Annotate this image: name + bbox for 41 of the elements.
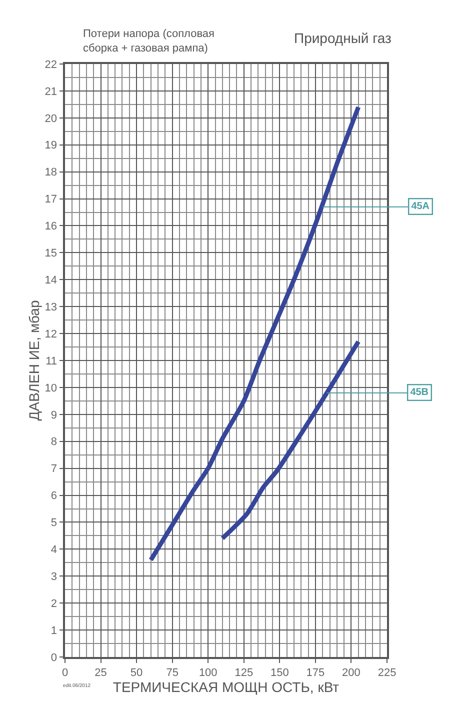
- line-series: [148, 104, 361, 562]
- line-series: [220, 339, 361, 541]
- x-tick-label: 225: [378, 666, 396, 679]
- x-tick-label: 50: [130, 666, 143, 679]
- y-tick-label: 13: [44, 301, 58, 314]
- annotation: 45A: [411, 201, 430, 212]
- y-tick-label: 3: [50, 570, 58, 583]
- y-tick-label: 15: [44, 248, 58, 260]
- y-tick-label: 18: [44, 166, 58, 179]
- y-tick-label: 6: [50, 490, 58, 502]
- annotation: 45B: [410, 387, 429, 398]
- y-tick-label: 0: [50, 652, 58, 664]
- x-axis-title: ТЕРМИЧЕСКАЯ МОЩН ОСТЬ, кВт: [112, 678, 340, 695]
- x-tick-label: 175: [306, 666, 325, 679]
- y-axis-title: ДАВЛЕН ИЕ, мбар: [26, 300, 42, 421]
- y-tick-label: 2: [50, 598, 58, 610]
- y-tick-label: 12: [44, 328, 58, 340]
- y-tick-label: 5: [50, 517, 58, 530]
- y-tick-label: 4: [50, 544, 58, 556]
- y-tick-label: 8: [50, 436, 58, 448]
- x-tick-label: 25: [94, 666, 107, 679]
- y-tick-label: 19: [44, 140, 58, 152]
- y-tick-label: 20: [44, 112, 58, 125]
- x-tick-label: 0: [62, 666, 68, 679]
- chart-subtitle: Потери напора (сопловая сборка + газовая рампа): [83, 28, 215, 54]
- y-tick-label: 17: [44, 194, 58, 206]
- x-tick-label: 200: [342, 666, 360, 679]
- x-tick-label: 125: [234, 666, 254, 679]
- x-tick-label: 100: [198, 666, 218, 679]
- y-tick-label: 16: [44, 220, 58, 233]
- y-tick-label: 10: [44, 382, 58, 394]
- y-tick-label: 22: [44, 58, 58, 71]
- y-tick-label: 14: [44, 274, 58, 286]
- y-tick-label: 11: [46, 355, 58, 368]
- chart-title: Природный газ: [294, 30, 392, 46]
- x-tick-label: 150: [270, 666, 289, 679]
- y-tick-label: 9: [50, 409, 58, 422]
- x-tick-label: 75: [166, 666, 178, 679]
- y-tick-label: 7: [50, 463, 58, 476]
- y-tick-label: 21: [44, 86, 58, 98]
- y-tick-label: 1: [50, 624, 58, 637]
